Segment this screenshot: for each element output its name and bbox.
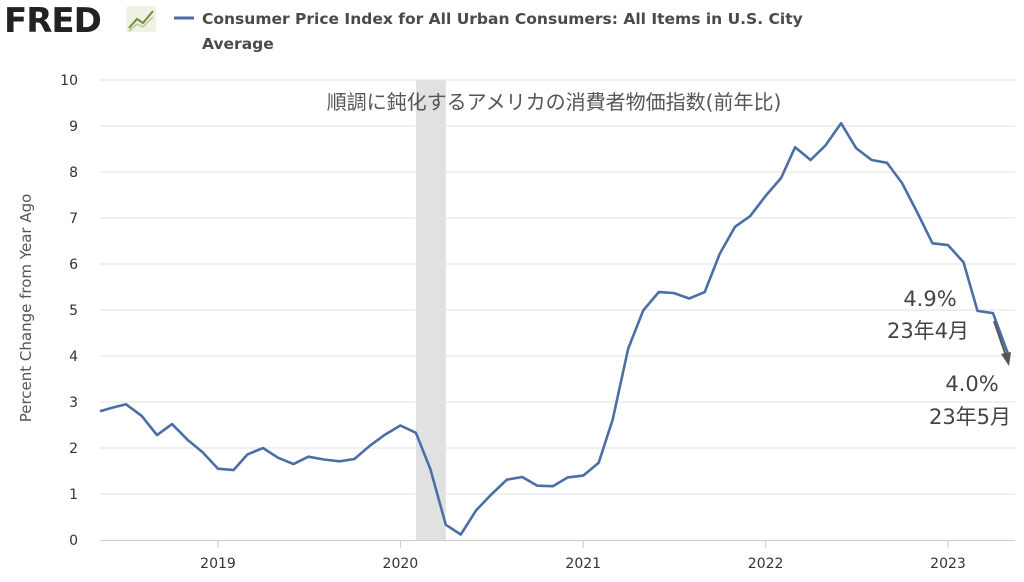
data-point-2022-02 xyxy=(779,176,783,180)
y-tick-label-8: 8 xyxy=(69,165,78,181)
data-point-2021-04 xyxy=(626,347,630,351)
annotation-may-date: 23年5月 xyxy=(929,405,1011,429)
data-point-2021-09 xyxy=(703,290,707,294)
data-point-2018-11 xyxy=(186,438,190,442)
annotation-apr-value: 4.9% xyxy=(903,287,956,311)
y-tick-label-7: 7 xyxy=(69,211,78,227)
y-tick-label-2: 2 xyxy=(69,441,78,457)
data-point-2021-08 xyxy=(687,297,691,301)
cpi-series-line xyxy=(99,121,1010,536)
annotation-may-value: 4.0% xyxy=(945,372,998,396)
data-point-2021-02 xyxy=(597,461,601,465)
data-point-2018-06 xyxy=(109,406,113,410)
data-point-2021-10 xyxy=(718,252,722,256)
data-point-2019-11 xyxy=(368,444,372,448)
annotation-apr-date: 23年4月 xyxy=(887,319,969,343)
legend: Consumer Price Index for All Urban Consu… xyxy=(174,10,803,53)
data-point-2020-05 xyxy=(459,533,463,537)
data-point-2019-03 xyxy=(246,452,250,456)
data-point-2020-01 xyxy=(398,424,402,428)
data-point-2020-08 xyxy=(505,478,509,482)
data-point-2021-03 xyxy=(611,418,615,422)
data-point-2019-06 xyxy=(291,462,295,466)
fred-logo-chart-icon xyxy=(126,6,156,32)
data-point-2018-12 xyxy=(201,450,205,454)
data-point-2019-01 xyxy=(216,467,220,471)
data-point-2023-03 xyxy=(976,309,980,313)
y-axis-title: Percent Change from Year Ago xyxy=(17,194,35,423)
data-point-2022-05 xyxy=(824,143,828,147)
data-point-2019-07 xyxy=(306,455,310,459)
data-point-2021-11 xyxy=(733,225,737,229)
data-point-2022-04 xyxy=(809,158,813,162)
data-point-2020-10 xyxy=(535,484,539,488)
data-point-2020-07 xyxy=(489,493,493,497)
y-tick-label-5: 5 xyxy=(69,303,78,319)
data-point-2022-09 xyxy=(885,161,889,165)
data-point-2023-02 xyxy=(962,260,966,264)
data-point-2018-05 xyxy=(98,409,102,413)
y-tick-label-4: 4 xyxy=(69,349,78,365)
data-point-2019-12 xyxy=(383,433,387,437)
y-tick-label-1: 1 xyxy=(69,487,78,503)
data-point-2022-08 xyxy=(870,158,874,162)
data-point-2020-12 xyxy=(566,475,570,479)
series-points xyxy=(98,121,1010,536)
data-point-2019-04 xyxy=(261,446,265,450)
legend-label-line1: Consumer Price Index for All Urban Consu… xyxy=(202,10,803,28)
data-point-2020-03 xyxy=(428,467,432,471)
x-tick-label-2020: 2020 xyxy=(383,556,419,572)
data-point-2019-10 xyxy=(352,457,356,461)
data-point-2020-09 xyxy=(520,475,524,479)
data-point-2022-11 xyxy=(916,211,920,215)
data-point-2023-04 xyxy=(991,311,995,315)
data-point-2018-07 xyxy=(124,402,128,406)
x-tick-label-2023: 2023 xyxy=(930,556,966,572)
data-point-2018-09 xyxy=(155,433,159,437)
x-axis-ticks: 2019 2020 2021 2022 2023 xyxy=(200,540,966,572)
annotation-arrow xyxy=(993,320,1011,366)
y-axis-ticks: 0 1 2 3 4 5 6 7 8 9 10 xyxy=(60,73,78,549)
y-tick-label-6: 6 xyxy=(69,257,78,273)
x-tick-label-2021: 2021 xyxy=(565,556,601,572)
data-point-2022-07 xyxy=(854,146,858,150)
x-tick-label-2019: 2019 xyxy=(200,556,236,572)
data-point-2022-06 xyxy=(839,121,843,125)
x-tick-label-2022: 2022 xyxy=(748,556,784,572)
data-point-2019-09 xyxy=(337,459,341,463)
chart-subtitle: 順調に鈍化するアメリカの消費者物価指数(前年比) xyxy=(327,90,782,114)
data-point-2019-05 xyxy=(276,456,280,460)
fred-logo[interactable]: FRED xyxy=(4,1,156,41)
data-point-2021-06 xyxy=(657,290,661,294)
data-point-2020-06 xyxy=(474,508,478,512)
data-point-2020-04 xyxy=(444,523,448,527)
y-tick-label-10: 10 xyxy=(60,73,78,89)
data-point-2023-01 xyxy=(946,243,950,247)
data-point-2021-07 xyxy=(672,291,676,295)
data-point-2020-11 xyxy=(551,484,555,488)
data-point-2018-08 xyxy=(140,414,144,418)
y-tick-label-0: 0 xyxy=(69,533,78,549)
y-tick-label-3: 3 xyxy=(69,395,78,411)
data-point-2021-01 xyxy=(581,474,585,478)
legend-label-line2: Average xyxy=(202,35,274,53)
fred-logo-text: FRED xyxy=(4,1,101,41)
gridlines xyxy=(100,79,1015,495)
data-point-2018-10 xyxy=(170,422,174,426)
data-point-2022-10 xyxy=(900,181,904,185)
data-point-2020-02 xyxy=(414,431,418,435)
data-point-2022-03 xyxy=(793,145,797,149)
data-point-2021-05 xyxy=(641,309,645,313)
y-tick-label-9: 9 xyxy=(69,119,78,135)
data-point-2019-08 xyxy=(322,458,326,462)
data-point-2019-02 xyxy=(232,468,236,472)
data-point-2021-12 xyxy=(748,214,752,218)
data-point-2022-01 xyxy=(764,194,768,198)
data-point-2022-12 xyxy=(931,241,935,245)
